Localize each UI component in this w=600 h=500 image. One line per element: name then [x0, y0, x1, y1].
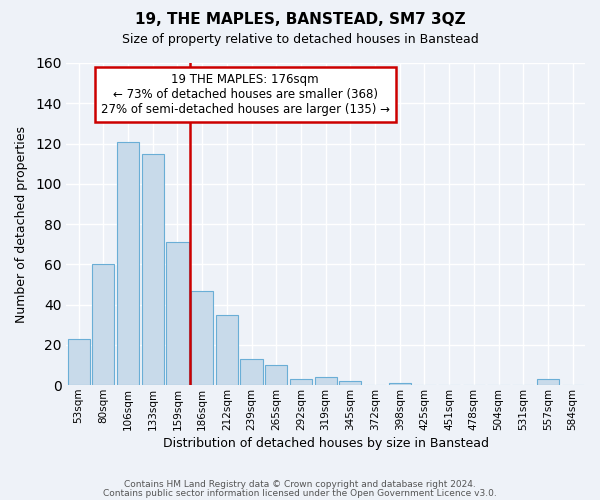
Bar: [117, 142, 139, 385]
Bar: [191, 290, 213, 385]
Bar: [314, 377, 337, 385]
Bar: [389, 383, 411, 385]
Bar: [265, 365, 287, 385]
Bar: [216, 314, 238, 385]
Bar: [241, 359, 263, 385]
Text: Contains public sector information licensed under the Open Government Licence v3: Contains public sector information licen…: [103, 488, 497, 498]
Bar: [537, 379, 559, 385]
Y-axis label: Number of detached properties: Number of detached properties: [15, 126, 28, 322]
Bar: [339, 381, 361, 385]
Text: 19 THE MAPLES: 176sqm
← 73% of detached houses are smaller (368)
27% of semi-det: 19 THE MAPLES: 176sqm ← 73% of detached …: [101, 72, 390, 116]
Bar: [166, 242, 188, 385]
Bar: [68, 339, 90, 385]
Bar: [290, 379, 312, 385]
Bar: [92, 264, 115, 385]
Text: Contains HM Land Registry data © Crown copyright and database right 2024.: Contains HM Land Registry data © Crown c…: [124, 480, 476, 489]
Bar: [142, 154, 164, 385]
Text: 19, THE MAPLES, BANSTEAD, SM7 3QZ: 19, THE MAPLES, BANSTEAD, SM7 3QZ: [134, 12, 466, 28]
X-axis label: Distribution of detached houses by size in Banstead: Distribution of detached houses by size …: [163, 437, 488, 450]
Text: Size of property relative to detached houses in Banstead: Size of property relative to detached ho…: [122, 32, 478, 46]
